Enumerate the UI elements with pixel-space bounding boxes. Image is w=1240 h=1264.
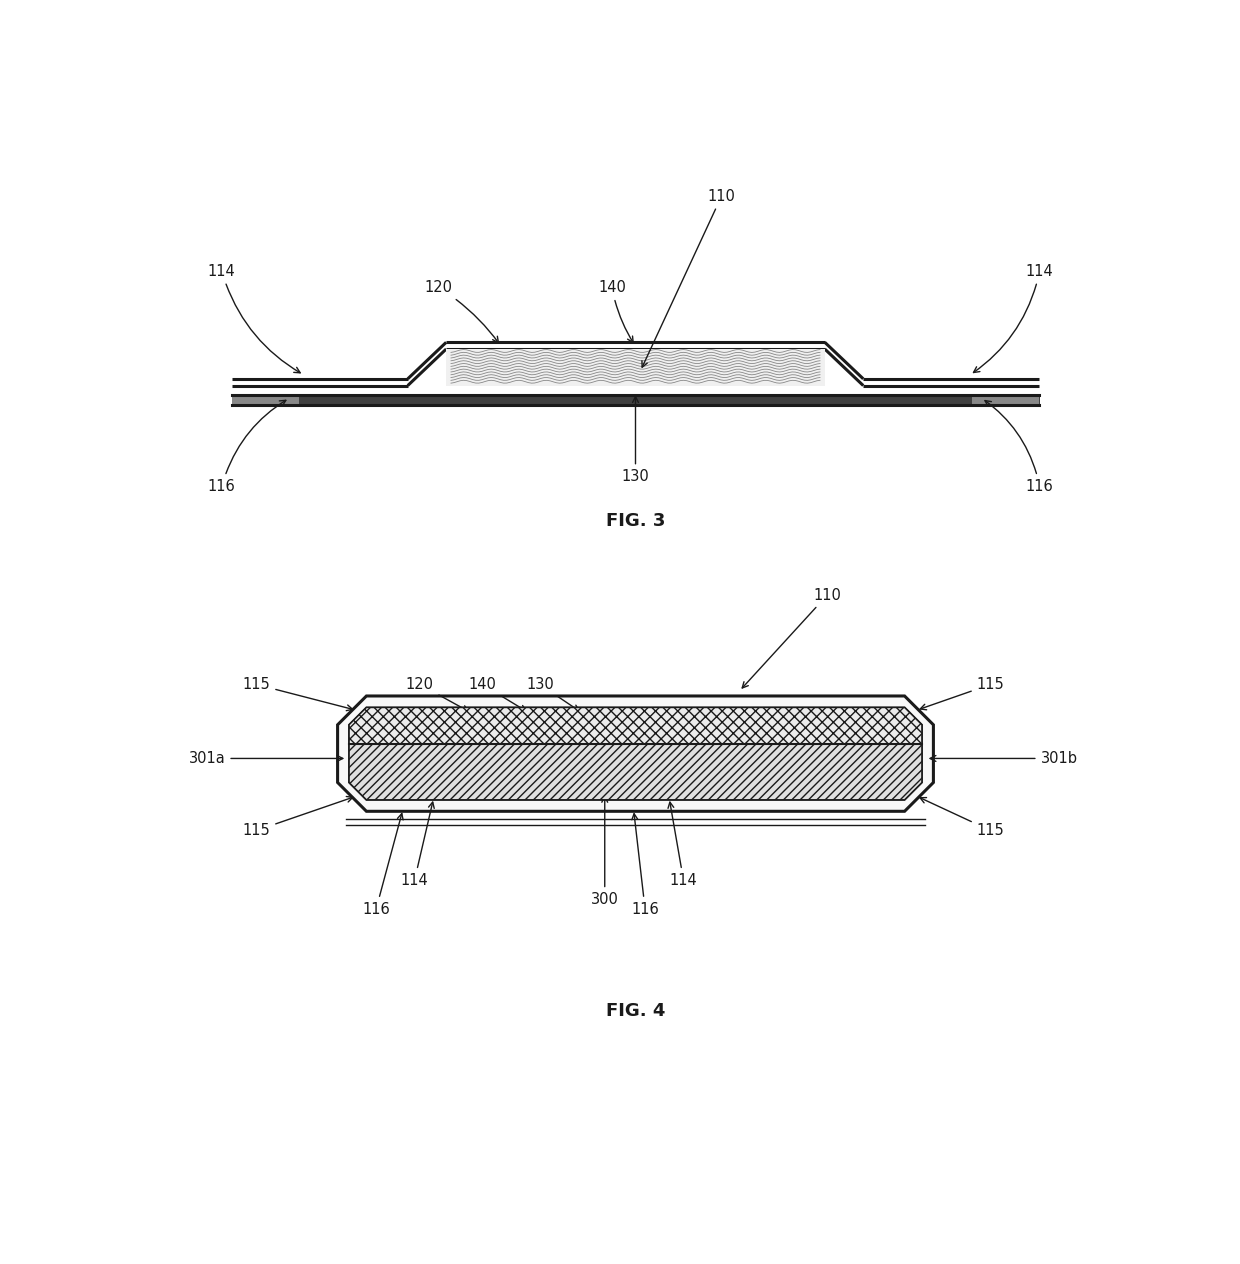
Text: 115: 115 [920,798,1004,838]
Text: 116: 116 [208,401,286,494]
Text: 140: 140 [598,281,634,343]
FancyBboxPatch shape [232,396,299,403]
Text: 130: 130 [621,397,650,484]
Polygon shape [350,708,921,800]
Polygon shape [337,696,934,811]
Text: 301a: 301a [188,751,343,766]
Text: 114: 114 [668,803,697,889]
Bar [232,396,1039,404]
Text: FIG. 4: FIG. 4 [606,1002,665,1020]
Polygon shape [446,349,825,386]
Text: 140: 140 [469,678,526,712]
Polygon shape [350,744,921,800]
Text: 114: 114 [401,803,434,889]
Text: 300: 300 [590,796,619,908]
Polygon shape [350,708,921,744]
Text: 116: 116 [985,401,1054,494]
FancyBboxPatch shape [972,396,1039,403]
Text: 110: 110 [743,588,841,688]
Text: 110: 110 [642,188,735,368]
Text: 116: 116 [362,814,403,916]
Text: 115: 115 [243,678,352,710]
Text: FIG. 3: FIG. 3 [606,512,665,530]
Text: 115: 115 [920,678,1004,710]
Text: 130: 130 [526,678,579,710]
Text: 301b: 301b [930,751,1078,766]
Text: 120: 120 [405,678,469,712]
Text: 115: 115 [243,796,352,838]
Text: 114: 114 [973,264,1054,373]
Text: 116: 116 [631,814,658,916]
Text: 120: 120 [425,281,498,343]
Text: 114: 114 [208,264,300,373]
